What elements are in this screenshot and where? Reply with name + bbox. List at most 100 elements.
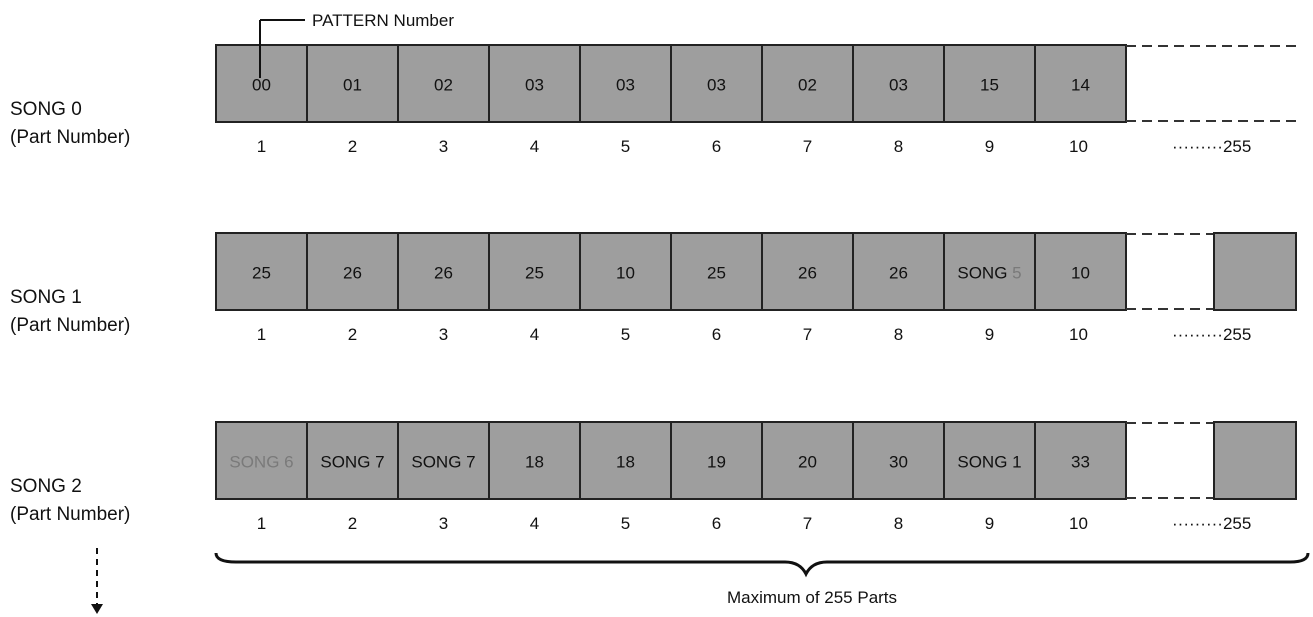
song-2-part-number-9: 9 xyxy=(985,514,994,533)
song-1-title: SONG 1 xyxy=(10,287,82,308)
song-0-last-part-number: ·········255 xyxy=(1172,137,1251,156)
song-2-cell-2-label: SONG 7 xyxy=(320,453,384,472)
song-1-cell-2 xyxy=(306,232,399,311)
song-0-cell-8 xyxy=(852,44,945,123)
song-0-part-number-7: 7 xyxy=(803,137,812,156)
song-2-cell-8-label: 30 xyxy=(889,453,908,472)
song-0-cell-3-label: 02 xyxy=(434,76,453,95)
song-2-part-number-5: 5 xyxy=(621,514,630,533)
song-0-cell-4-label: 03 xyxy=(525,76,544,95)
song-2-subtitle: (Part Number) xyxy=(10,504,130,525)
song-2-cell-7 xyxy=(761,421,854,500)
song-0-cell-1-label: 00 xyxy=(252,76,271,95)
song-2-last-part-number: ·········255 xyxy=(1172,514,1251,533)
song-2-cell-8 xyxy=(852,421,945,500)
song-1-part-number-8: 8 xyxy=(894,325,903,344)
song-2-cell-9-label: SONG 1 xyxy=(957,453,1021,472)
song-1-cell-7-label: 26 xyxy=(798,264,817,283)
song-0-cell-8-label: 03 xyxy=(889,76,908,95)
song-1-cell-6-label: 25 xyxy=(707,264,726,283)
song-0-part-number-1: 1 xyxy=(257,137,266,156)
song-1-part-number-6: 6 xyxy=(712,325,721,344)
song-1-part-number-3: 3 xyxy=(439,325,448,344)
song-0-subtitle: (Part Number) xyxy=(10,127,130,148)
song-0-cell-7-label: 02 xyxy=(798,76,817,95)
song-1-cell-2-label: 26 xyxy=(343,264,362,283)
song-1-cell-4-label: 25 xyxy=(525,264,544,283)
song-1-cell-7 xyxy=(761,232,854,311)
song-2-part-number-1: 1 xyxy=(257,514,266,533)
song-2-part-number-8: 8 xyxy=(894,514,903,533)
song-2-cell-3-label: SONG 7 xyxy=(411,453,475,472)
maximum-parts-label: Maximum of 255 Parts xyxy=(727,588,897,607)
song-1-subtitle: (Part Number) xyxy=(10,315,130,336)
song-0-part-number-8: 8 xyxy=(894,137,903,156)
song-0-part-number-5: 5 xyxy=(621,137,630,156)
pattern-number-callout: PATTERN Number xyxy=(312,11,454,30)
song-0-cell-5 xyxy=(579,44,672,123)
song-1-last-part-box xyxy=(1213,232,1297,311)
song-2-part-number-6: 6 xyxy=(712,514,721,533)
song-2-part-number-2: 2 xyxy=(348,514,357,533)
song-1-cell-9-label: SONG 5 xyxy=(957,264,1021,283)
song-0-cell-7 xyxy=(761,44,854,123)
song-2-part-number-4: 4 xyxy=(530,514,539,533)
song-1-part-number-10: 10 xyxy=(1069,325,1088,344)
song-1-cell-1-label: 25 xyxy=(252,264,271,283)
song-1-cell-10 xyxy=(1034,232,1127,311)
song-2-part-number-10: 10 xyxy=(1069,514,1088,533)
song-1-part-number-9: 9 xyxy=(985,325,994,344)
song-0-cell-10-label: 14 xyxy=(1071,76,1090,95)
song-1-last-part-number: ·········255 xyxy=(1172,325,1251,344)
song-2-part-number-3: 3 xyxy=(439,514,448,533)
song-2-cell-6-label: 19 xyxy=(707,453,726,472)
song-0-cell-2 xyxy=(306,44,399,123)
song-2-cell-3 xyxy=(397,421,490,500)
song-1-cell-9 xyxy=(943,232,1036,311)
song-0-cell-10 xyxy=(1034,44,1127,123)
song-0-cell-6-label: 03 xyxy=(707,76,726,95)
song-0-cell-9 xyxy=(943,44,1036,123)
song-2-part-number-7: 7 xyxy=(803,514,812,533)
song-0-title: SONG 0 xyxy=(10,99,82,120)
song-0-cell-1 xyxy=(215,44,308,123)
song-2-cell-2 xyxy=(306,421,399,500)
song-1-cell-10-label: 10 xyxy=(1071,264,1090,283)
song-2-cell-4-label: 18 xyxy=(525,453,544,472)
song-2-last-part-box xyxy=(1213,421,1297,500)
song-0-part-number-3: 3 xyxy=(439,137,448,156)
song-0-cell-3 xyxy=(397,44,490,123)
song-1-part-number-5: 5 xyxy=(621,325,630,344)
song-0-cell-9-label: 15 xyxy=(980,76,999,95)
song-2-title: SONG 2 xyxy=(10,476,82,497)
song-1-part-number-1: 1 xyxy=(257,325,266,344)
song-1-cell-6 xyxy=(670,232,763,311)
song-2-cell-10-label: 33 xyxy=(1071,453,1090,472)
song-2-cell-10 xyxy=(1034,421,1127,500)
maximum-parts-brace xyxy=(214,552,1310,578)
song-1-part-number-2: 2 xyxy=(348,325,357,344)
song-1-part-number-4: 4 xyxy=(530,325,539,344)
song-2-cell-1 xyxy=(215,421,308,500)
more-songs-arrowhead xyxy=(91,604,103,614)
song-2-cell-9 xyxy=(943,421,1036,500)
song-0-part-number-6: 6 xyxy=(712,137,721,156)
song-2-cell-5-label: 18 xyxy=(616,453,635,472)
song-0-cell-2-label: 01 xyxy=(343,76,362,95)
song-1-cell-5-label: 10 xyxy=(616,264,635,283)
song-2-cell-7-label: 20 xyxy=(798,453,817,472)
song-0-part-number-9: 9 xyxy=(985,137,994,156)
song-0-part-number-10: 10 xyxy=(1069,137,1088,156)
song-1-cell-4 xyxy=(488,232,581,311)
song-1-cell-8-label: 26 xyxy=(889,264,908,283)
song-1-cell-8 xyxy=(852,232,945,311)
song-2-cell-6 xyxy=(670,421,763,500)
song-2-cell-1-label: SONG 6 xyxy=(229,453,293,472)
song-1-cell-3-label: 26 xyxy=(434,264,453,283)
song-0-part-number-2: 2 xyxy=(348,137,357,156)
song-0-cell-6 xyxy=(670,44,763,123)
song-0-part-number-4: 4 xyxy=(530,137,539,156)
song-1-part-number-7: 7 xyxy=(803,325,812,344)
